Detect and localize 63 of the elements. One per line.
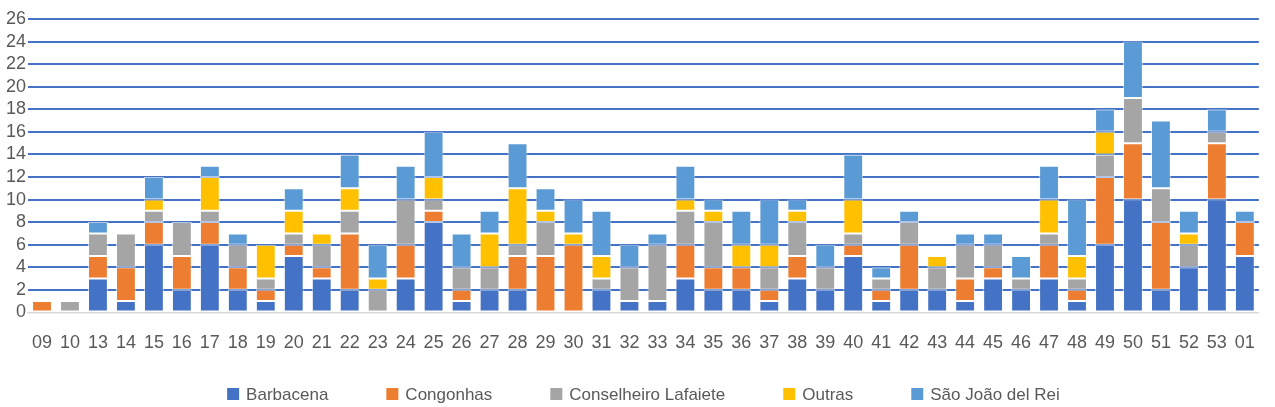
legend-label: Barbacena (246, 384, 329, 404)
x-tick-label: 49 (1094, 332, 1115, 353)
x-tick-label: 44 (955, 332, 976, 353)
x-tick-label: 34 (675, 332, 696, 353)
legend-label: Outras (802, 384, 854, 404)
x-tick-label: 23 (367, 332, 388, 353)
x-tick-label: 14 (115, 332, 136, 353)
x-tick-label: 40 (843, 332, 864, 353)
x-tick-label: 32 (619, 332, 640, 353)
x-tick-label: 29 (535, 332, 556, 353)
x-tick-label: 25 (423, 332, 444, 353)
x-tick-label: 27 (479, 332, 500, 353)
y-tick-label: 22 (5, 53, 27, 74)
y-tick-label: 10 (5, 188, 27, 209)
y-tick-label: 12 (5, 165, 27, 186)
x-tick-label: 46 (1011, 332, 1032, 353)
x-tick-label: 42 (899, 332, 920, 353)
x-tick-label: 37 (759, 332, 780, 353)
x-tick-label: 24 (395, 332, 416, 353)
y-tick-label: 18 (5, 98, 27, 119)
x-tick-label: 10 (59, 332, 80, 353)
y-tick-label: 0 (16, 301, 27, 322)
x-tick-label: 51 (1150, 332, 1171, 353)
x-tick-label: 43 (927, 332, 948, 353)
x-tick-label: 19 (255, 332, 276, 353)
y-tick-label: 6 (16, 233, 27, 254)
y-tick-label: 4 (16, 256, 27, 277)
x-tick-label: 01 (1234, 332, 1255, 353)
x-tick-label: 36 (731, 332, 752, 353)
x-tick-label: 30 (563, 332, 584, 353)
x-tick-label: 39 (815, 332, 836, 353)
y-tick-label: 24 (5, 30, 27, 51)
x-tick-label: 28 (507, 332, 528, 353)
x-tick-label: 50 (1122, 332, 1143, 353)
legend-label: Conselheiro Lafaiete (569, 384, 726, 404)
x-tick-label: 18 (227, 332, 248, 353)
legend-label: Congonhas (405, 384, 493, 404)
x-tick-label: 48 (1067, 332, 1088, 353)
x-tick-label: 52 (1178, 332, 1199, 353)
x-tick-label: 31 (591, 332, 612, 353)
x-tick-label: 09 (31, 332, 53, 353)
x-tick-label: 22 (339, 332, 360, 353)
x-tick-label: 21 (311, 332, 332, 353)
x-tick-label: 15 (143, 332, 164, 353)
x-tick-label: 20 (283, 332, 304, 353)
x-tick-label: 33 (647, 332, 668, 353)
y-tick-label: 26 (5, 7, 27, 28)
legend-label: São João del Rei (930, 384, 1060, 404)
x-tick-label: 38 (787, 332, 808, 353)
x-tick-label: 35 (703, 332, 724, 353)
y-tick-label: 16 (5, 120, 27, 141)
y-tick-label: 8 (16, 211, 27, 232)
x-tick-label: 17 (199, 332, 220, 353)
x-tick-label: 16 (171, 332, 192, 353)
x-tick-label: 45 (983, 332, 1004, 353)
x-tick-label: 41 (871, 332, 892, 353)
y-tick-label: 2 (16, 278, 27, 299)
y-tick-label: 14 (5, 143, 27, 164)
x-tick-label: 13 (87, 332, 108, 353)
x-tick-label: 53 (1206, 332, 1227, 353)
x-tick-label: 26 (451, 332, 472, 353)
y-tick-label: 20 (5, 75, 27, 96)
x-tick-label: 47 (1039, 332, 1060, 353)
